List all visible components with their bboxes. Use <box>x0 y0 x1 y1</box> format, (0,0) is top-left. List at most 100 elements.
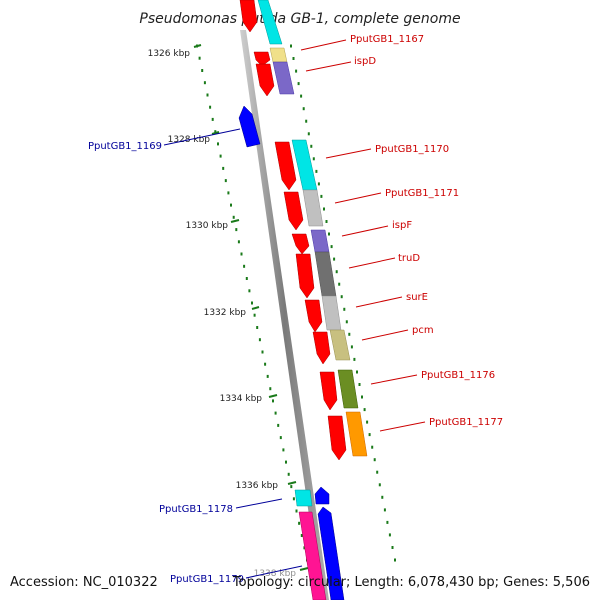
cog-block[interactable] <box>298 511 327 600</box>
gene-label[interactable]: PputGB1_1179 <box>170 574 244 585</box>
genome-backbone <box>240 30 329 600</box>
cog-block[interactable] <box>345 411 368 457</box>
gene-label[interactable]: PputGB1_1167 <box>350 34 424 45</box>
scale-dot <box>338 282 341 286</box>
right-leader-lines <box>300 39 426 432</box>
gene-arrow-reverse[interactable] <box>314 486 330 505</box>
left-leader-lines <box>163 128 303 579</box>
scale-dot <box>253 313 256 317</box>
scale-dot <box>217 142 219 146</box>
scale-dot <box>258 338 261 342</box>
gene-label[interactable]: truD <box>398 253 420 264</box>
gene-label[interactable]: PputGB1_1169 <box>88 141 162 152</box>
scale-dot <box>376 470 379 474</box>
scale-dot <box>290 44 292 48</box>
scale-dot <box>222 166 225 170</box>
scale-dot <box>302 107 305 111</box>
scale-dot <box>330 245 333 249</box>
scale-dot <box>340 295 343 299</box>
scale-dot <box>345 320 348 324</box>
gene-label[interactable]: PputGB1_1170 <box>375 144 449 155</box>
tick-mark <box>268 394 278 398</box>
gene-label[interactable]: PputGB1_1177 <box>429 417 503 428</box>
scale-dot <box>315 169 318 173</box>
scale-dot <box>300 534 303 537</box>
gene-label[interactable]: pcm <box>412 325 434 336</box>
leader-line <box>305 61 352 72</box>
scale-dot <box>378 483 381 487</box>
scale-dot <box>266 374 269 378</box>
cog-block[interactable] <box>257 0 283 45</box>
gene-arrow-reverse[interactable] <box>317 506 345 600</box>
right-gene-labels: PputGB1_1167 ispD PputGB1_1170 PputGB1_1… <box>350 34 503 428</box>
cog-block[interactable] <box>291 139 318 191</box>
map-title: Pseudomonas putida GB-1, complete genome <box>139 11 460 27</box>
scale-dot <box>261 350 264 354</box>
leader-line <box>370 374 418 385</box>
cog-block[interactable] <box>294 489 313 507</box>
scale-dot <box>272 399 274 403</box>
gene-arrow-forward[interactable] <box>304 299 323 333</box>
leader-line <box>334 192 382 204</box>
leader-line <box>348 257 396 269</box>
leader-line <box>163 128 241 146</box>
scale-dot <box>371 445 374 449</box>
cog-feature-blocks <box>257 0 368 600</box>
gene-arrow-forward[interactable] <box>312 331 331 365</box>
scale-dot <box>251 301 253 305</box>
scale-dot <box>310 144 313 148</box>
scale-dot <box>282 448 285 452</box>
scale-dot <box>279 436 282 440</box>
forward-strand-genes <box>239 0 347 461</box>
gene-arrow-reverse[interactable] <box>238 105 261 148</box>
gene-label[interactable]: ispD <box>354 56 376 67</box>
cog-block[interactable] <box>314 251 337 297</box>
scale-dot <box>381 495 384 499</box>
left-gene-labels: PputGB1_1169 PputGB1_1178 PputGB1_1179 <box>88 141 244 585</box>
gene-arrow-forward[interactable] <box>319 371 338 411</box>
tick-label: 1334 kbp <box>220 394 263 404</box>
leader-line <box>325 148 372 159</box>
scale-dot <box>391 546 394 549</box>
scale-dot <box>297 82 300 86</box>
gene-label[interactable]: surE <box>406 292 428 303</box>
tick-mark <box>193 44 202 48</box>
scale-dot <box>219 154 222 158</box>
gene-arrow-forward[interactable] <box>283 191 304 231</box>
cog-block[interactable] <box>337 369 359 409</box>
scale-dot <box>245 277 248 280</box>
gene-label[interactable]: ispF <box>392 220 412 231</box>
scale-dot <box>350 345 353 349</box>
gene-arrow-forward[interactable] <box>327 415 347 461</box>
scale-dot <box>240 252 243 256</box>
accession-text: Accession: NC_010322 <box>10 575 158 590</box>
tick-label: 1338 kbp <box>254 569 297 579</box>
gene-arrow-forward[interactable] <box>239 0 258 33</box>
cog-block[interactable] <box>310 229 330 253</box>
scale-dot <box>232 215 235 219</box>
gene-label[interactable]: PputGB1_1171 <box>385 188 459 199</box>
cog-block[interactable] <box>329 329 351 361</box>
scale-dot <box>277 423 280 427</box>
gene-arrow-forward[interactable] <box>291 233 310 255</box>
cog-block[interactable] <box>302 189 324 227</box>
leader-line <box>341 225 389 237</box>
scale-dot <box>386 520 389 524</box>
gene-arrow-forward[interactable] <box>274 141 297 191</box>
gene-arrow-forward[interactable] <box>255 63 275 97</box>
gene-arrow-forward[interactable] <box>253 51 271 67</box>
cog-block[interactable] <box>321 295 342 331</box>
cog-block[interactable] <box>269 47 288 63</box>
scale-dot <box>348 332 351 336</box>
reverse-strand-genes <box>238 105 345 600</box>
cog-block[interactable] <box>272 61 295 95</box>
scale-dot <box>361 395 363 399</box>
tick-label: 1336 kbp <box>236 481 279 491</box>
gene-arrow-forward[interactable] <box>295 253 315 299</box>
gene-label[interactable]: PputGB1_1176 <box>421 370 495 381</box>
right-scale-dots <box>290 44 396 562</box>
leader-line <box>235 498 283 509</box>
gene-label[interactable]: PputGB1_1178 <box>159 504 233 515</box>
scale-dot <box>320 194 323 198</box>
scale-dot <box>312 157 315 161</box>
